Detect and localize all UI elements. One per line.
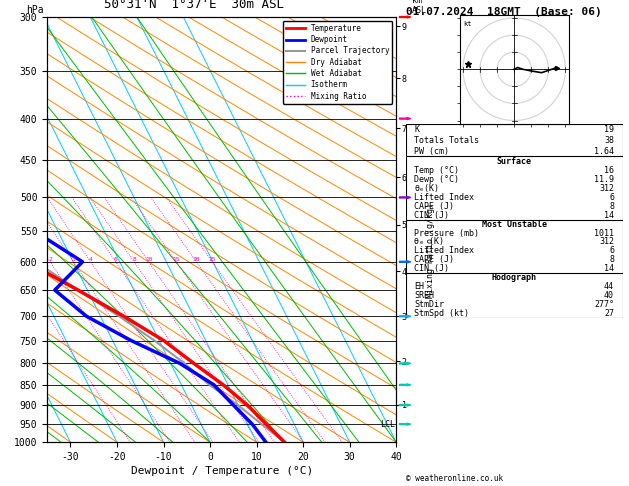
Text: Hodograph: Hodograph [492, 273, 537, 282]
Text: Lifted Index: Lifted Index [415, 246, 474, 255]
Text: CAPE (J): CAPE (J) [415, 255, 454, 264]
Text: 14: 14 [604, 264, 614, 273]
Text: hPa: hPa [26, 4, 44, 15]
Text: K: K [415, 125, 420, 134]
Text: 277°: 277° [594, 300, 614, 309]
Text: 1011: 1011 [594, 228, 614, 238]
Text: 6: 6 [609, 246, 614, 255]
Text: 38: 38 [604, 136, 614, 145]
Text: Mixing Ratio (g/kg): Mixing Ratio (g/kg) [426, 204, 435, 298]
Text: Pressure (mb): Pressure (mb) [415, 228, 479, 238]
Text: 8: 8 [609, 255, 614, 264]
Text: CAPE (J): CAPE (J) [415, 202, 454, 210]
Text: 2: 2 [48, 257, 52, 262]
Text: CIN (J): CIN (J) [415, 264, 449, 273]
Text: 44: 44 [604, 282, 614, 291]
Text: 14: 14 [604, 210, 614, 220]
Text: EH: EH [415, 282, 425, 291]
Text: 312: 312 [599, 184, 614, 192]
Text: Totals Totals: Totals Totals [415, 136, 479, 145]
Text: SREH: SREH [415, 291, 435, 300]
Text: 10: 10 [145, 257, 152, 262]
X-axis label: Dewpoint / Temperature (°C): Dewpoint / Temperature (°C) [131, 466, 313, 476]
Text: 16: 16 [604, 166, 614, 174]
Text: CIN (J): CIN (J) [415, 210, 449, 220]
Text: 25: 25 [208, 257, 216, 262]
Text: 6: 6 [114, 257, 118, 262]
Text: LCL: LCL [380, 419, 395, 429]
Text: 8: 8 [609, 202, 614, 210]
Text: 15: 15 [172, 257, 180, 262]
Text: StmDir: StmDir [415, 300, 444, 309]
Legend: Temperature, Dewpoint, Parcel Trajectory, Dry Adiabat, Wet Adiabat, Isotherm, Mi: Temperature, Dewpoint, Parcel Trajectory… [282, 21, 392, 104]
Text: 11.9: 11.9 [594, 174, 614, 184]
Text: 20: 20 [192, 257, 200, 262]
Text: Dewp (°C): Dewp (°C) [415, 174, 459, 184]
Text: 3: 3 [72, 257, 75, 262]
Text: 4: 4 [89, 257, 92, 262]
Text: km
ASL: km ASL [412, 0, 427, 15]
Text: Most Unstable: Most Unstable [482, 220, 547, 228]
Text: PW (cm): PW (cm) [415, 147, 449, 156]
Text: 8: 8 [132, 257, 136, 262]
Text: 50°31'N  1°37'E  30m ASL: 50°31'N 1°37'E 30m ASL [104, 0, 284, 11]
Text: Surface: Surface [497, 156, 532, 166]
Text: θₑ (K): θₑ (K) [415, 238, 444, 246]
Text: 312: 312 [599, 238, 614, 246]
Text: 01.07.2024  18GMT  (Base: 06): 01.07.2024 18GMT (Base: 06) [406, 7, 601, 17]
Text: Lifted Index: Lifted Index [415, 192, 474, 202]
Text: 19: 19 [604, 125, 614, 134]
Text: © weatheronline.co.uk: © weatheronline.co.uk [406, 474, 503, 483]
Text: StmSpd (kt): StmSpd (kt) [415, 309, 469, 318]
Text: 40: 40 [604, 291, 614, 300]
Text: Temp (°C): Temp (°C) [415, 166, 459, 174]
Text: kt: kt [463, 21, 472, 27]
Text: 6: 6 [609, 192, 614, 202]
Text: 27: 27 [604, 309, 614, 318]
Text: θₑ(K): θₑ(K) [415, 184, 440, 192]
Text: 1.64: 1.64 [594, 147, 614, 156]
